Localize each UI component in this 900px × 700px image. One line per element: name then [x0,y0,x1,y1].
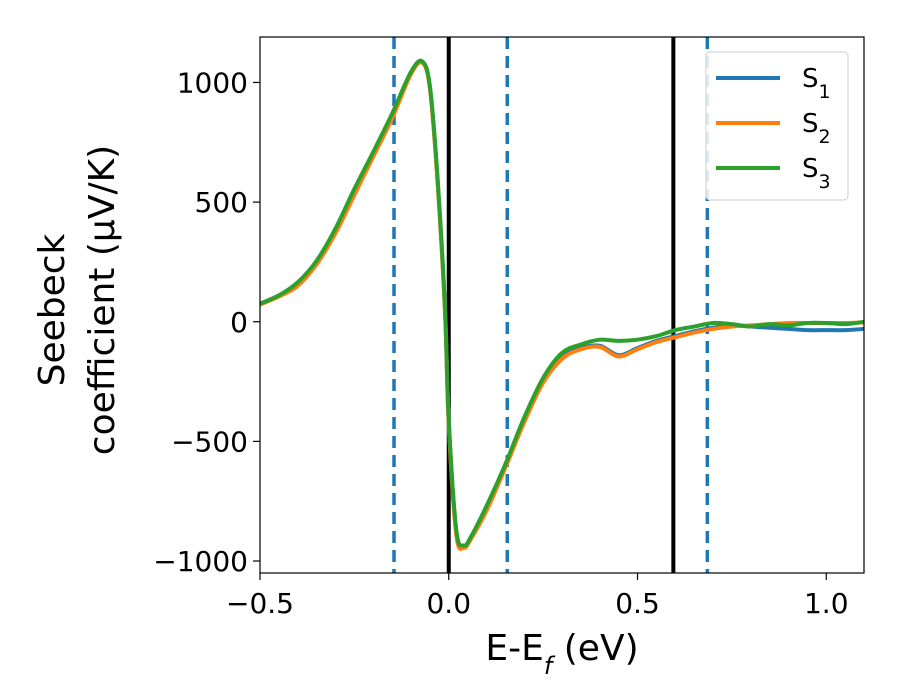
series-group [260,58,864,551]
y-tick-label: 1000 [177,66,248,99]
x-tick-label: 0.0 [426,587,471,620]
series-line-s3 [260,58,864,548]
legend-label-s1: S1 [802,64,831,103]
y-tick-label: −1000 [153,545,248,578]
y-axis-label-line2: coefficient (μV/K) [82,145,123,455]
legend-label-s3: S3 [802,154,831,193]
x-tick-label: −0.5 [226,587,294,620]
legend: S1 S2 S3 [705,51,849,201]
x-tick-label: 1.0 [804,587,849,620]
legend-box [705,51,849,201]
reference-lines [392,37,710,573]
x-tick-label: 0.5 [615,587,660,620]
y-tick-label: −500 [171,425,248,458]
y-axis-label: Seebeck coefficient (μV/K) [32,145,123,455]
y-tick-label: 500 [195,186,248,219]
x-axis-label: E-Ef (eV) [485,628,638,680]
plot-frame [259,36,865,574]
y-axis-label-line1: Seebeck [32,233,73,386]
axis-ticks: −0.5 0.0 0.5 1.0 −1000 −500 0 500 1000 [153,66,848,620]
legend-label-s2: S2 [802,109,831,148]
y-tick-label: 0 [230,306,248,339]
